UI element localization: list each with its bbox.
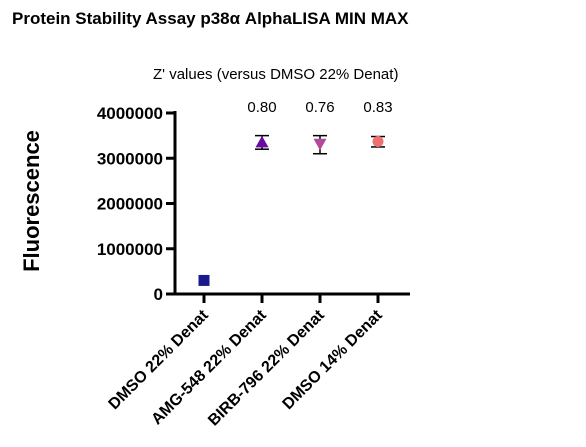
x-tick-label: DMSO 14% Denat bbox=[279, 306, 386, 413]
x-tick-label: BIRB-796 22% Denat bbox=[205, 306, 328, 429]
data-point-marker bbox=[198, 274, 210, 286]
data-point-marker bbox=[372, 136, 384, 148]
x-tick-label: AMG-548 22% Denat bbox=[148, 306, 270, 428]
data-point-marker bbox=[255, 135, 269, 148]
chart-subtitle: Z' values (versus DMSO 22% Denat) bbox=[153, 66, 398, 83]
data-points bbox=[198, 134, 385, 286]
x-tick-label: DMSO 22% Denat bbox=[105, 306, 212, 413]
z-value-labels: 0.80 0.76 0.83 bbox=[247, 99, 392, 116]
y-tick-label: 3000000 bbox=[97, 149, 163, 168]
data-point-group bbox=[255, 134, 269, 150]
z-value-label: 0.80 bbox=[247, 99, 276, 116]
z-value-label: 0.76 bbox=[305, 99, 334, 116]
y-axis-label: Fluorescence bbox=[19, 130, 44, 272]
z-value-label: 0.83 bbox=[363, 99, 392, 116]
y-ticks: 0 1000000 2000000 3000000 4000000 bbox=[97, 104, 175, 304]
y-tick-label: 0 bbox=[154, 285, 163, 304]
y-tick-label: 2000000 bbox=[97, 195, 163, 214]
chart-title: Protein Stability Assay p38α AlphaLISA M… bbox=[12, 9, 409, 28]
y-tick-label: 1000000 bbox=[97, 240, 163, 259]
data-point-group bbox=[371, 135, 385, 148]
y-tick-label: 4000000 bbox=[97, 104, 163, 123]
data-point-group bbox=[313, 134, 327, 155]
data-point-group bbox=[198, 274, 210, 286]
data-point-marker bbox=[313, 138, 327, 151]
